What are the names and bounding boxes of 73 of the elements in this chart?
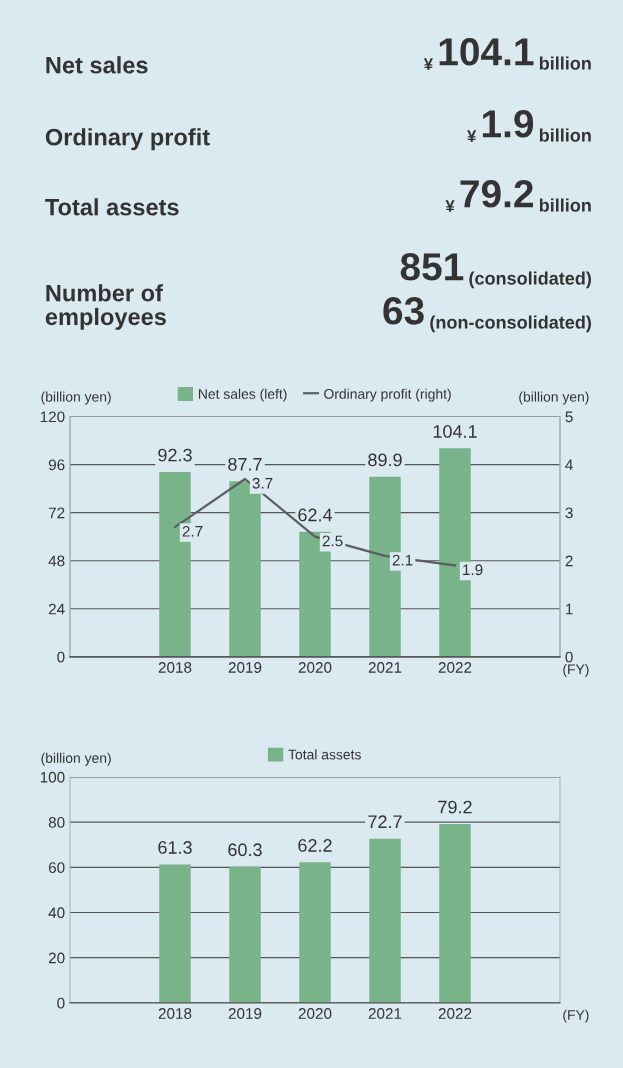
text: ¥ <box>467 130 477 142</box>
x-tick-label: 2022 <box>438 662 472 673</box>
data-label: 62.2 <box>298 839 332 852</box>
data-label: 89.9 <box>368 453 402 467</box>
y-tick-label: 96 <box>48 459 65 471</box>
y2-tick-label: 1 <box>566 603 573 615</box>
y-tick-label: 80 <box>48 817 65 828</box>
y2-tick-label: 5 <box>565 411 573 423</box>
bar <box>369 838 401 1003</box>
legend-label: Total assets <box>288 749 361 760</box>
x-tick-label: 2019 <box>228 662 262 673</box>
data-label: 79.2 <box>438 800 472 814</box>
data-label: 3.7 <box>252 477 273 489</box>
data-label: 2.7 <box>182 525 203 537</box>
y2-axis-title: (billion yen) <box>519 391 589 405</box>
data-label: 60.3 <box>228 843 262 857</box>
y-tick-label: 60 <box>48 862 65 874</box>
legend-label: Net sales (left) <box>198 388 287 402</box>
x-tick-label: 2022 <box>438 1008 472 1019</box>
y2-tick-label: 0 <box>565 651 573 663</box>
data-label: 62.4 <box>298 508 333 522</box>
y-axis-title: (billion yen) <box>41 391 111 405</box>
text: (consolidated) <box>469 271 591 289</box>
y-tick-label: 0 <box>57 997 65 1009</box>
data-label: 72.7 <box>368 815 402 828</box>
data-label: 104.1 <box>433 425 477 438</box>
text: ¥ <box>445 200 455 212</box>
x-tick-label: 2018 <box>158 1008 192 1019</box>
y2-tick-label: 4 <box>565 459 573 471</box>
text: billion <box>539 56 591 70</box>
text: ¥ <box>423 58 433 70</box>
x-tick-label: 2021 <box>368 1008 402 1019</box>
y-tick-label: 20 <box>48 952 65 964</box>
y-tick-label: 40 <box>48 907 65 919</box>
data-label: 1.9 <box>463 564 483 576</box>
bar <box>439 823 471 1003</box>
text: Ordinary profit <box>45 128 210 151</box>
text: Number of employees <box>45 284 166 330</box>
text: 79.2 <box>460 180 533 208</box>
text: 851 <box>400 253 464 281</box>
bar <box>229 866 261 1003</box>
y-tick-label: 0 <box>57 651 65 663</box>
y-tick-label: 100 <box>40 771 65 783</box>
data-label: 2.5 <box>322 535 343 547</box>
text: billion <box>539 128 591 142</box>
text: 104.1 <box>439 38 534 66</box>
y2-tick-label: 3 <box>565 507 573 519</box>
x-axis-title: (FY) <box>563 664 589 677</box>
legend-label: Ordinary profit (right) <box>324 388 451 402</box>
text: billion <box>539 198 591 212</box>
data-label: 87.7 <box>228 457 262 471</box>
y2-tick-label: 2 <box>565 555 573 567</box>
x-axis-title: (FY) <box>563 1009 589 1023</box>
data-label: 2.1 <box>392 554 413 566</box>
bar <box>159 864 191 1003</box>
text: 63 <box>383 297 424 325</box>
data-label: 61.3 <box>158 841 192 854</box>
x-tick-label: 2021 <box>368 662 402 673</box>
y-tick-label: 120 <box>40 411 65 423</box>
data-label: 92.3 <box>158 448 192 462</box>
text: 1.9 <box>482 110 534 138</box>
text: Total assets <box>45 198 179 216</box>
text: Net sales <box>46 56 148 74</box>
y-axis-title: (billion yen) <box>41 752 111 766</box>
y-tick-label: 72 <box>48 507 65 519</box>
y-tick-label: 48 <box>48 555 65 567</box>
x-tick-label: 2019 <box>228 1008 262 1019</box>
y-tick-label: 24 <box>48 603 65 615</box>
bar <box>299 862 331 1003</box>
x-tick-label: 2020 <box>298 662 332 673</box>
x-tick-label: 2018 <box>158 662 192 673</box>
x-tick-label: 2020 <box>298 1008 332 1019</box>
text: (non-consolidated) <box>430 315 591 333</box>
